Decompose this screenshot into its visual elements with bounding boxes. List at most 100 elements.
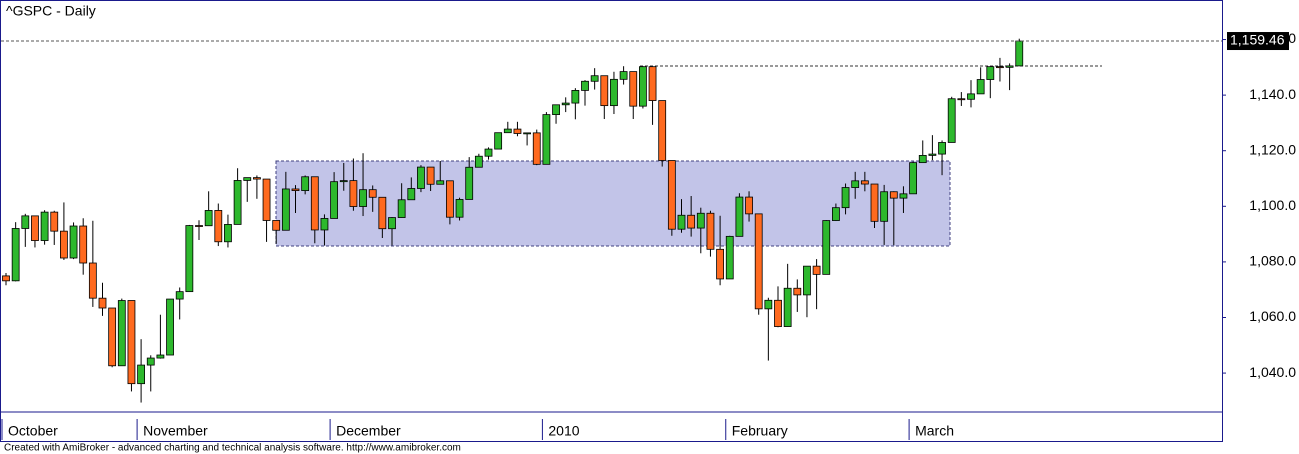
candle-body <box>214 210 223 243</box>
candle-body <box>764 299 773 310</box>
candle-body <box>754 213 763 310</box>
candle-body <box>291 188 300 192</box>
candle-body <box>619 71 628 80</box>
candle-body <box>716 248 724 280</box>
candle-body <box>40 211 49 241</box>
candle-body <box>976 79 985 95</box>
candle-body <box>494 132 503 150</box>
candle-body <box>957 98 966 101</box>
candle-body <box>417 166 425 189</box>
candle-body <box>108 307 117 367</box>
candle-body <box>532 132 541 165</box>
candle-body <box>474 155 483 168</box>
candle-body <box>870 183 879 222</box>
candle-body <box>204 210 213 227</box>
candle-body <box>330 181 339 219</box>
candle-body <box>745 196 753 215</box>
candle-body <box>166 298 174 356</box>
candle-body <box>918 155 927 164</box>
candle-body <box>339 180 348 183</box>
last-price-label: 1,159.46 <box>1230 32 1285 48</box>
candle-body <box>639 66 647 107</box>
candle-body <box>610 78 618 107</box>
candle-body <box>889 191 898 199</box>
y-tick-label: 1,100.0 <box>1249 197 1296 213</box>
candle-body <box>677 214 686 230</box>
candle-body <box>774 299 782 327</box>
candle-body <box>696 212 705 229</box>
candle-body <box>175 291 184 300</box>
candle-body <box>822 220 831 275</box>
candle-body <box>445 180 454 218</box>
candle-body <box>793 287 802 296</box>
candle-body <box>368 189 377 198</box>
candle-body <box>571 90 580 104</box>
candle-body <box>224 224 232 243</box>
candle-body <box>301 176 310 192</box>
candle-body <box>938 142 946 155</box>
candle-body <box>2 275 10 282</box>
x-tick-label: November <box>143 423 208 439</box>
candle-body <box>407 188 416 201</box>
candle-body <box>909 162 917 195</box>
chart-title: ^GSPC - Daily <box>6 3 96 19</box>
candle-body <box>98 297 107 309</box>
candle-body <box>31 215 39 241</box>
candle-body <box>581 80 589 91</box>
x-tick-label: February <box>732 423 788 439</box>
candle-body <box>320 218 329 231</box>
candle-body <box>851 180 860 188</box>
candle-body <box>1005 65 1014 68</box>
y-tick-label: 1,120.0 <box>1249 141 1296 157</box>
candle-body <box>436 180 445 185</box>
candle-body <box>928 153 937 156</box>
candle-body <box>832 207 840 221</box>
x-tick-label: October <box>8 423 58 439</box>
candle-body <box>11 228 20 282</box>
candle-body <box>156 354 165 359</box>
candle-body <box>986 66 995 80</box>
candle-body <box>590 75 599 82</box>
candle-body <box>69 225 78 259</box>
candle-body <box>426 166 435 185</box>
candle-body <box>648 66 657 101</box>
candle-body <box>137 364 146 385</box>
candle-body <box>658 100 667 161</box>
x-tick-label: 2010 <box>548 423 579 439</box>
x-tick-label: March <box>915 423 954 439</box>
candle-body <box>185 225 194 293</box>
candle-body <box>899 193 908 199</box>
candle-body <box>465 166 474 200</box>
candle-body <box>735 196 744 237</box>
x-tick-label: December <box>336 423 401 439</box>
candle-body <box>523 132 531 135</box>
candle-body <box>50 211 59 232</box>
y-tick-label: 1,060.0 <box>1249 308 1296 324</box>
candle-body <box>503 128 512 134</box>
candle-body <box>706 212 715 250</box>
candle-body <box>967 93 975 100</box>
candle-body <box>880 191 889 222</box>
candle-body <box>310 176 319 231</box>
candle-body <box>725 235 734 280</box>
candle-body <box>542 114 551 165</box>
candle-body <box>233 180 242 225</box>
candle-body <box>629 71 638 107</box>
range-box <box>275 160 951 247</box>
candle-body <box>272 220 281 231</box>
candle-body <box>513 128 522 134</box>
candle-body <box>812 265 821 275</box>
candle-body <box>388 217 396 230</box>
candle-body <box>281 188 290 231</box>
candle-body <box>803 265 811 296</box>
candle-body <box>397 199 406 218</box>
candle-body <box>252 177 261 180</box>
candle-body <box>117 300 126 367</box>
y-tick-label: 1,040.0 <box>1249 364 1296 380</box>
candle-body <box>378 196 387 230</box>
y-tick-label: 1,080.0 <box>1249 253 1296 269</box>
candle-body <box>841 187 850 209</box>
candle-body <box>21 215 30 229</box>
candle-body <box>127 300 136 385</box>
